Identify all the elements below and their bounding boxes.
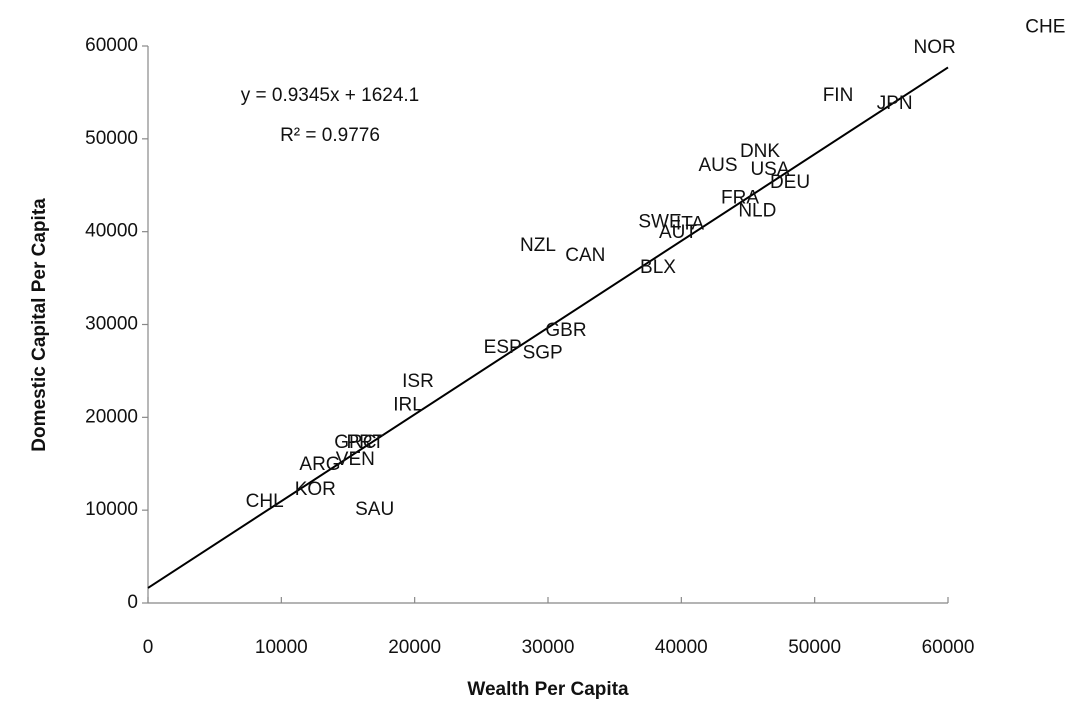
point-label: GBR: [545, 320, 586, 341]
x-tick-label: 0: [143, 637, 154, 658]
y-tick-label: 10000: [85, 499, 138, 520]
x-axis-label: Wealth Per Capita: [467, 679, 629, 700]
y-tick-label: 60000: [85, 35, 138, 56]
point-label: IRL: [393, 394, 423, 415]
point-label: VEN: [336, 449, 375, 470]
point-label: ESP: [484, 337, 522, 358]
point-label: CHL: [246, 491, 284, 512]
point-label: SWE: [638, 211, 681, 232]
point-label: PRT: [346, 432, 384, 453]
point-label: ITA: [676, 213, 704, 234]
y-tick-label: 20000: [85, 406, 138, 427]
x-tick-label: 60000: [922, 637, 975, 658]
point-label: ARG: [299, 454, 340, 475]
point-label: GRC: [334, 432, 376, 453]
x-tick-label: 20000: [388, 637, 441, 658]
point-label: AUS: [698, 155, 737, 176]
x-tick-label: 40000: [655, 637, 708, 658]
point-label: NLD: [738, 200, 776, 221]
y-tick-label: 0: [127, 592, 138, 613]
point-label: FIN: [823, 85, 854, 106]
x-tick-label: 50000: [788, 637, 841, 658]
x-tick-label: 10000: [255, 637, 308, 658]
equation: y = 0.9345x + 1624.1: [241, 85, 420, 106]
point-label: AUT: [659, 222, 697, 243]
point-label: BLX: [640, 257, 676, 278]
y-tick-label: 40000: [85, 221, 138, 242]
y-tick-label: 50000: [85, 128, 138, 149]
point-label: CHE: [1025, 16, 1065, 37]
point-label: DEU: [770, 172, 810, 193]
point-label: JPN: [877, 93, 913, 114]
point-label: NZL: [520, 235, 556, 256]
y-axis-label: Domestic Capital Per Capita: [29, 198, 50, 452]
r-squared: R² = 0.9776: [280, 125, 380, 146]
point-label: DNK: [740, 141, 780, 162]
point-label: SAU: [355, 499, 394, 520]
point-label: NOR: [914, 37, 956, 58]
trendline: [147, 66, 949, 589]
x-tick-label: 30000: [522, 637, 575, 658]
point-label: KOR: [295, 479, 336, 500]
point-label: CAN: [565, 245, 605, 266]
point-label: SGP: [523, 342, 563, 363]
point-label: FRA: [721, 187, 759, 208]
y-tick-label: 30000: [85, 314, 138, 335]
point-label: USA: [750, 159, 789, 180]
point-label: ISR: [402, 371, 434, 392]
